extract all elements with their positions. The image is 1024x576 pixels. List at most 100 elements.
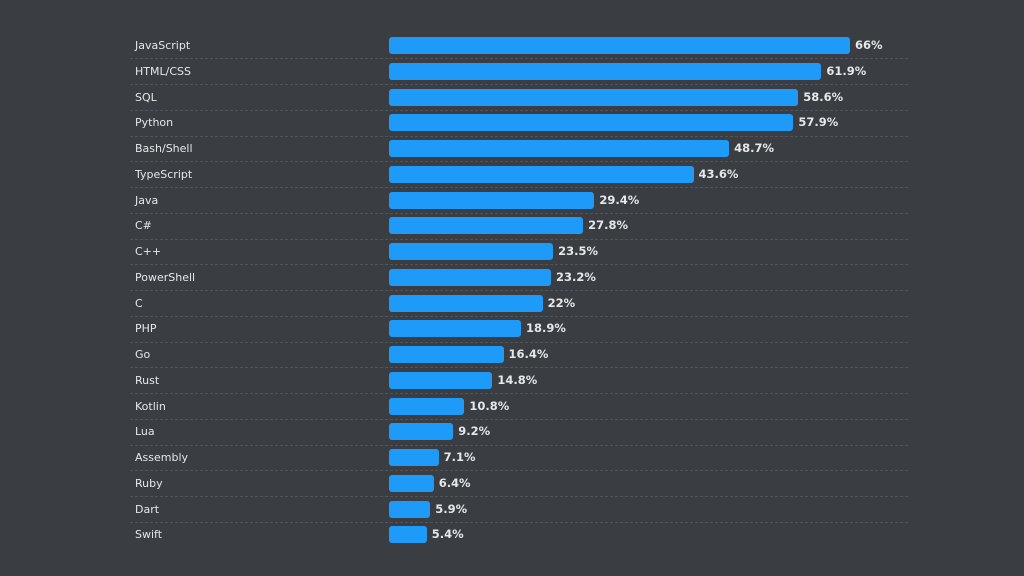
- row-divider: [130, 161, 908, 163]
- row-divider: [130, 521, 908, 523]
- value-label: 16.4%: [508, 347, 549, 361]
- bar-row: Kotlin 10.8%: [130, 394, 908, 420]
- category-label: Go: [135, 348, 151, 361]
- bar: [389, 449, 439, 466]
- category-label: Rust: [135, 373, 160, 387]
- bar-row: Bash/Shell 48.7%: [130, 136, 908, 162]
- value-label: 22%: [547, 295, 576, 310]
- bar-row: C++ 23.5%: [130, 239, 908, 265]
- value-label: 14.8%: [497, 372, 538, 387]
- category-label: C#: [135, 219, 152, 233]
- category-label: Java: [135, 193, 159, 207]
- bar-row: Rust 14.8%: [130, 368, 908, 394]
- value-label: 48.7%: [734, 141, 775, 155]
- category-label: TypeScript: [135, 167, 193, 181]
- bar-row: Go 16.4%: [130, 342, 908, 368]
- bar: [389, 37, 850, 54]
- bar: [389, 346, 504, 363]
- value-label: 18.9%: [526, 321, 566, 336]
- bar: [389, 62, 822, 80]
- category-label: Swift: [135, 528, 163, 542]
- row-divider: [130, 367, 908, 369]
- bar-row: Java 29.4%: [130, 188, 908, 214]
- value-label: 29.4%: [599, 192, 640, 207]
- bar: [389, 397, 465, 415]
- category-label: HTML/CSS: [135, 64, 191, 78]
- row-divider: [130, 135, 908, 137]
- bar: [389, 371, 493, 389]
- row-divider: [130, 84, 908, 85]
- value-label: 57.9%: [798, 115, 839, 130]
- row-divider: [130, 470, 908, 472]
- bar: [389, 140, 730, 157]
- bar-row: HTML/CSS 61.9%: [130, 59, 908, 85]
- bar-row: Lua 9.2%: [130, 419, 908, 445]
- bar: [389, 268, 552, 286]
- bar: [389, 217, 584, 235]
- row-divider: [130, 315, 908, 317]
- bar: [389, 294, 543, 312]
- category-label: PHP: [135, 322, 157, 336]
- bar: [389, 114, 794, 132]
- bar: [389, 500, 431, 518]
- bar-row: JavaScript 66%: [130, 33, 908, 59]
- category-label: C++: [135, 245, 162, 258]
- category-label: C: [135, 296, 143, 310]
- category-label: SQL: [135, 90, 157, 104]
- value-label: 27.8%: [588, 218, 629, 233]
- bar: [389, 474, 434, 492]
- bar-row: C# 27.8%: [130, 213, 908, 239]
- category-label: Dart: [135, 502, 160, 516]
- bar: [389, 165, 694, 183]
- bar-row: C 22%: [130, 291, 908, 317]
- row-divider: [130, 58, 908, 60]
- row-divider: [130, 187, 908, 188]
- category-label: Kotlin: [135, 399, 166, 413]
- category-label: Lua: [135, 425, 155, 439]
- row-divider: [130, 341, 908, 343]
- value-label: 5.4%: [431, 527, 464, 542]
- value-label: 9.2%: [458, 424, 491, 439]
- bar: [389, 88, 799, 106]
- category-label: Assembly: [135, 451, 189, 464]
- value-label: 66%: [855, 38, 883, 52]
- value-label: 23.5%: [558, 244, 599, 258]
- category-label: Python: [135, 116, 174, 130]
- bar-row: SQL 58.6%: [130, 85, 908, 111]
- row-divider: [130, 393, 908, 394]
- bar-row: TypeScript 43.6%: [130, 162, 908, 188]
- bar-row: Assembly 7.1%: [130, 445, 908, 471]
- bar: [389, 191, 595, 209]
- row-divider: [130, 109, 908, 111]
- bar: [389, 423, 454, 441]
- bar-row: PHP 18.9%: [130, 316, 908, 342]
- row-divider: [130, 496, 908, 497]
- value-label: 6.4%: [438, 475, 471, 490]
- bar: [389, 526, 427, 544]
- value-label: 10.8%: [469, 398, 510, 413]
- bar-row: Python 57.9%: [130, 110, 908, 136]
- category-label: PowerShell: [135, 270, 196, 284]
- row-divider: [130, 238, 908, 240]
- row-divider: [130, 212, 908, 214]
- value-label: 43.6%: [698, 166, 739, 181]
- category-label: JavaScript: [135, 39, 191, 52]
- row-divider: [130, 290, 908, 291]
- value-label: 58.6%: [803, 89, 844, 104]
- row-divider: [130, 444, 908, 446]
- category-label: Ruby: [135, 476, 163, 490]
- value-label: 7.1%: [443, 450, 476, 464]
- value-label: 61.9%: [826, 63, 867, 78]
- value-label: 5.9%: [435, 501, 468, 516]
- bar-row: Dart 5.9%: [130, 497, 908, 523]
- category-label: Bash/Shell: [135, 142, 193, 155]
- bar-row: Ruby 6.4%: [130, 471, 908, 497]
- bar-row: Swift 5.4%: [130, 522, 908, 548]
- bar: [389, 243, 554, 260]
- bar-row: PowerShell 23.2%: [130, 265, 908, 291]
- bar: [389, 320, 521, 338]
- row-divider: [130, 418, 908, 420]
- value-label: 23.2%: [556, 269, 596, 284]
- row-divider: [130, 264, 908, 266]
